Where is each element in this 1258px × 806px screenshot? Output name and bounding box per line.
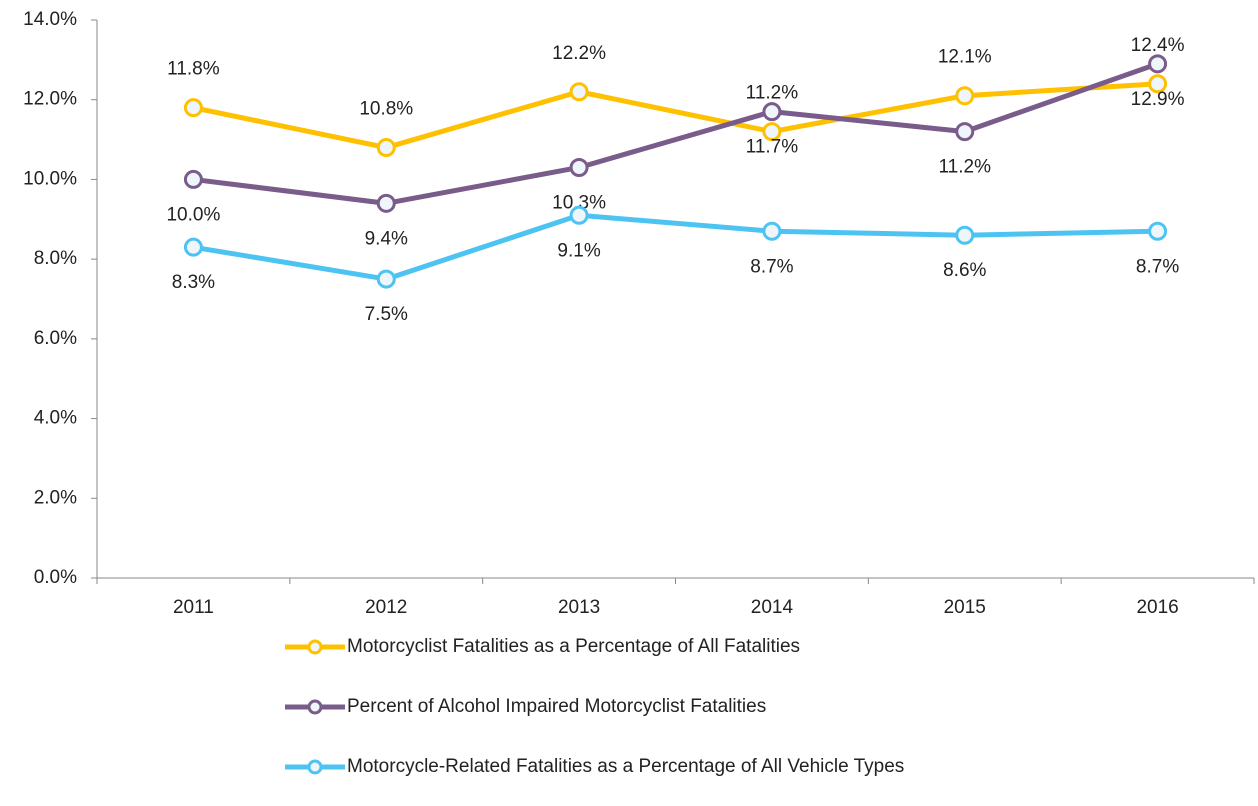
marker bbox=[762, 122, 782, 142]
data-label: 11.2% bbox=[939, 157, 992, 178]
x-tick-label: 2015 bbox=[944, 597, 986, 618]
marker bbox=[1148, 221, 1168, 241]
marker bbox=[1148, 74, 1168, 94]
data-label: 12.2% bbox=[552, 43, 606, 64]
data-label: 11.7% bbox=[746, 137, 799, 158]
y-tick-label: 8.0% bbox=[34, 248, 77, 269]
legend-item: Motorcyclist Fatalities as a Percentage … bbox=[285, 634, 985, 694]
data-label: 10.3% bbox=[552, 192, 606, 213]
marker bbox=[762, 102, 782, 122]
y-tick-label: 6.0% bbox=[34, 328, 77, 349]
marker bbox=[376, 138, 396, 158]
data-label: 12.1% bbox=[938, 47, 992, 68]
legend-marker bbox=[307, 639, 323, 655]
legend-marker bbox=[307, 699, 323, 715]
legend-swatch bbox=[285, 699, 345, 715]
data-label: 9.1% bbox=[557, 240, 600, 261]
marker bbox=[762, 221, 782, 241]
data-label: 7.5% bbox=[365, 304, 408, 325]
y-tick-label: 0.0% bbox=[34, 567, 77, 588]
marker bbox=[183, 98, 203, 118]
x-tick-label: 2011 bbox=[173, 597, 214, 618]
data-label: 8.3% bbox=[172, 272, 215, 293]
y-tick-label: 10.0% bbox=[23, 168, 77, 189]
legend-swatch bbox=[285, 639, 345, 655]
data-label: 8.7% bbox=[750, 256, 793, 277]
marker bbox=[1148, 54, 1168, 74]
x-tick-label: 2014 bbox=[751, 597, 794, 618]
legend-label: Motorcyclist Fatalities as a Percentage … bbox=[347, 636, 801, 657]
marker bbox=[376, 193, 396, 213]
marker bbox=[183, 237, 203, 257]
data-label: 11.2% bbox=[746, 83, 799, 104]
legend-label: Motorcycle-Related Fatalities as a Perce… bbox=[347, 756, 905, 777]
y-tick-label: 4.0% bbox=[34, 408, 77, 429]
plot: 0.0% 2.0% 4.0% 6.0% 8.0% 10.0% 12.0% 14.0% 2011 2… bbox=[23, 9, 1255, 618]
data-label: 8.7% bbox=[1136, 256, 1179, 277]
legend-item: Motorcycle-Related Fatalities as a Perce… bbox=[285, 754, 985, 806]
marker bbox=[955, 225, 975, 245]
legend-swatch bbox=[285, 759, 345, 775]
legend-item: Percent of Alcohol Impaired Motorcyclist… bbox=[285, 694, 985, 754]
x-tick-label: 2013 bbox=[558, 597, 600, 618]
legend-marker bbox=[307, 759, 323, 775]
marker bbox=[569, 157, 589, 177]
legend: Motorcyclist Fatalities as a Percentage … bbox=[285, 634, 985, 806]
data-label: 12.4% bbox=[1131, 35, 1185, 56]
marker bbox=[955, 122, 975, 142]
data-label: 11.8% bbox=[167, 59, 220, 80]
y-tick-label: 2.0% bbox=[34, 487, 77, 508]
marker bbox=[569, 82, 589, 102]
x-tick-label: 2012 bbox=[365, 597, 407, 618]
series-line bbox=[193, 61, 1159, 206]
x-tick-label: 2016 bbox=[1136, 597, 1178, 618]
data-label: 10.0% bbox=[166, 204, 220, 225]
series-line bbox=[193, 212, 1158, 282]
y-tick-label: 12.0% bbox=[23, 89, 77, 110]
series-line bbox=[192, 81, 1158, 151]
data-label: 12.9% bbox=[1131, 89, 1185, 110]
marker bbox=[569, 205, 589, 225]
data-label: 9.4% bbox=[365, 228, 408, 249]
marker bbox=[376, 269, 396, 289]
data-label: 10.8% bbox=[359, 99, 413, 120]
legend-label: Percent of Alcohol Impaired Motorcyclist… bbox=[347, 696, 767, 717]
y-tick-label: 14.0% bbox=[23, 9, 77, 30]
data-label: 8.6% bbox=[943, 260, 986, 281]
marker bbox=[955, 86, 975, 106]
marker bbox=[183, 169, 203, 189]
